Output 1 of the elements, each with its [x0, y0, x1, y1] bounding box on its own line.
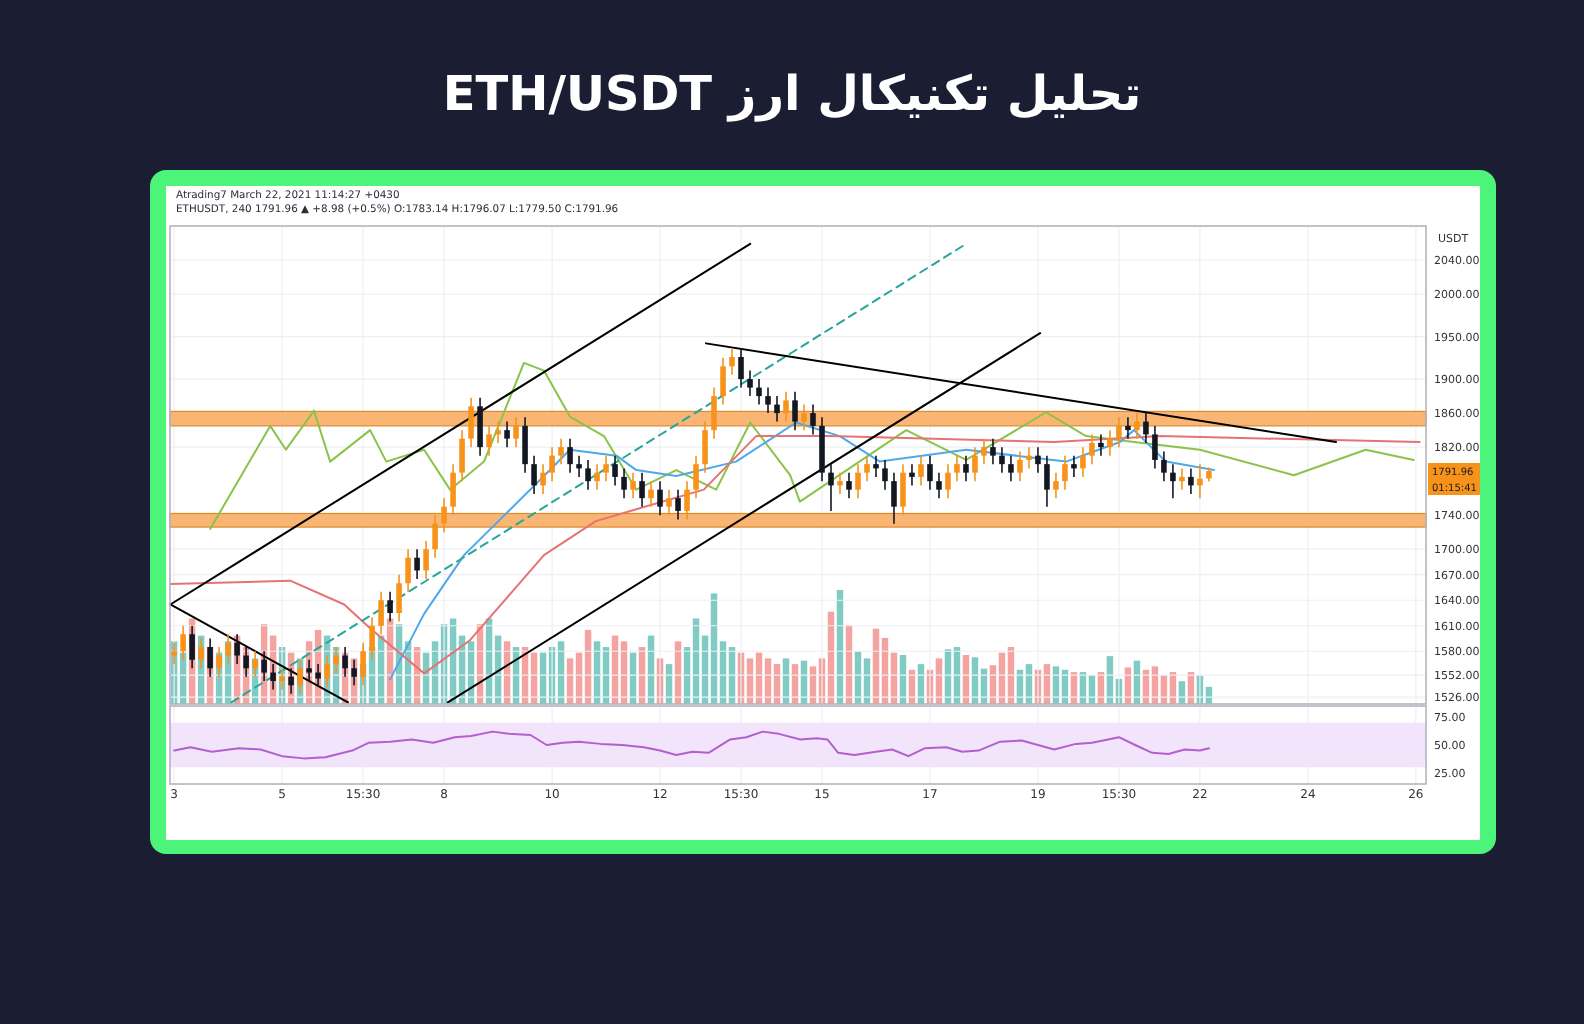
chart-title: تحلیل تکنیکال ارز ETH/USDT — [442, 66, 1142, 122]
